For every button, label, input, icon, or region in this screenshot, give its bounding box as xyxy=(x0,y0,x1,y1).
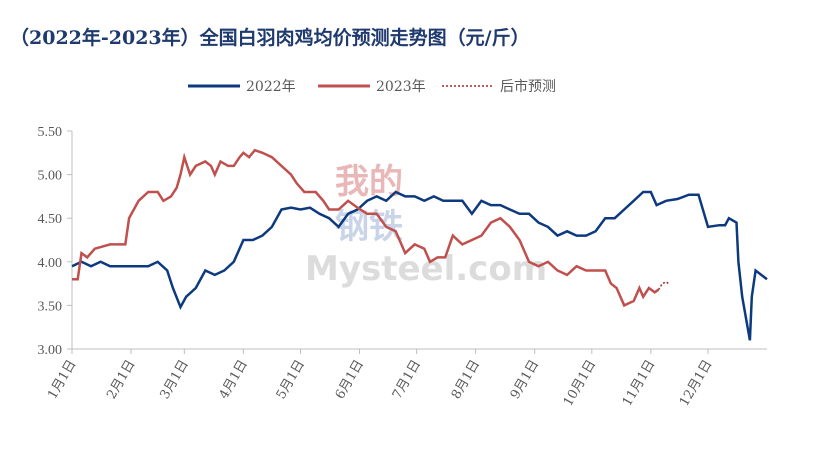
x-tick-label: 2月1日 xyxy=(104,358,138,402)
x-tick-label: 5月1日 xyxy=(274,358,308,402)
x-tick-label: 7月1日 xyxy=(390,358,424,402)
x-tick-label: 3月1日 xyxy=(158,358,192,402)
x-tick-label: 1月1日 xyxy=(45,358,79,402)
x-tick-label: 12月1日 xyxy=(677,358,715,410)
chart-title: （2022年-2023年）全国白羽肉鸡均价预测走势图（元/斤） xyxy=(10,26,530,49)
x-tick-label: 6月1日 xyxy=(333,358,367,402)
series-line xyxy=(657,281,671,291)
y-tick-label: 4.00 xyxy=(38,256,63,271)
x-tick-label: 4月1日 xyxy=(217,358,251,402)
legend-label: 后市预测 xyxy=(500,78,556,95)
y-tick-label: 3.00 xyxy=(38,343,63,358)
y-tick-label: 5.00 xyxy=(38,169,63,184)
legend-label: 2023年 xyxy=(376,79,426,95)
series-line xyxy=(71,190,768,341)
y-tick-label: 4.50 xyxy=(38,212,63,227)
series-line xyxy=(72,148,660,308)
y-tick-label: 5.50 xyxy=(38,125,63,140)
legend-label: 2022年 xyxy=(246,79,296,95)
x-tick-label: 11月1日 xyxy=(620,358,658,410)
y-tick-label: 3.50 xyxy=(38,299,63,314)
x-tick-label: 10月1日 xyxy=(561,358,599,410)
x-tick-label: 9月1日 xyxy=(508,358,542,402)
x-tick-label: 8月1日 xyxy=(449,358,483,402)
